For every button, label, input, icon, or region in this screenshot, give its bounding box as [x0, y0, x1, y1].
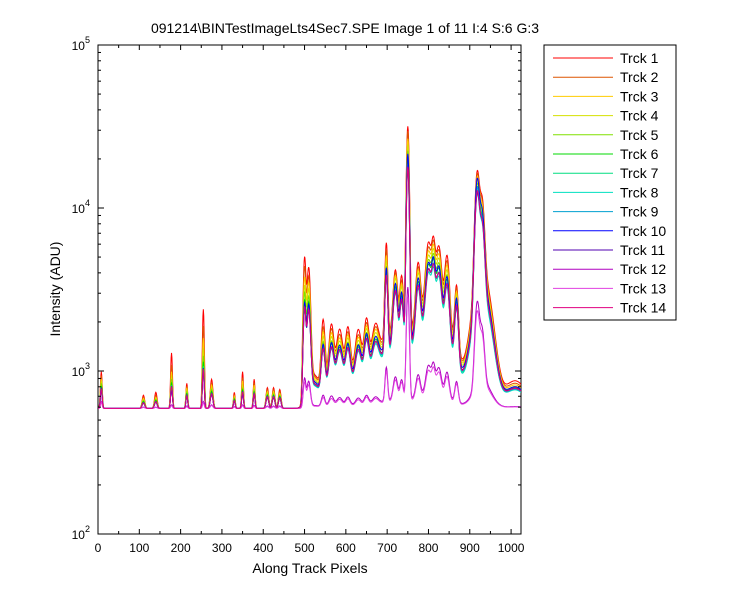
axes: 0 100 200 300 400 500 600 700 800 900 1000 102 103 10…: [72, 35, 525, 555]
legend-entry: Trck 14: [553, 300, 666, 316]
legend-label: Trck 1: [620, 50, 659, 66]
x-tick-label: 1000: [498, 541, 525, 555]
legend-box: [543, 44, 677, 321]
x-tick-label: 900: [460, 541, 480, 555]
chart-title: 091214\BINTestImageLts4Sec7.SPE Image 1 …: [151, 20, 539, 36]
series-layer: [98, 126, 521, 409]
legend-label: Trck 11: [620, 242, 665, 258]
y-tick-label: 102: [72, 524, 90, 542]
legend: Trck 1 Trck 2 Trck 3 Trck 4 Trck 5 Trck 6 Trck…: [543, 44, 677, 321]
y-axis-label: Intensity (ADU): [47, 242, 63, 337]
legend-entry: Trck 7: [553, 165, 659, 181]
legend-entry: Trck 1: [553, 50, 659, 66]
x-tick-label: 600: [336, 541, 356, 555]
legend-entry: Trck 6: [553, 146, 659, 162]
x-tick-label: 100: [129, 541, 149, 555]
legend-entry: Trck 13: [553, 280, 666, 296]
legend-label: Trck 8: [620, 184, 659, 200]
legend-entry: Trck 10: [553, 223, 666, 239]
legend-entry: Trck 4: [553, 108, 659, 124]
series-line-14: [98, 166, 521, 409]
legend-label: Trck 4: [620, 108, 659, 124]
x-tick-label: 700: [377, 541, 397, 555]
legend-entry: Trck 5: [553, 127, 659, 143]
legend-label: Trck 6: [620, 146, 659, 162]
legend-label: Trck 10: [620, 223, 666, 239]
legend-label: Trck 9: [620, 204, 659, 220]
legend-entry: Trck 8: [553, 184, 659, 200]
x-tick-label: 500: [295, 541, 315, 555]
legend-label: Trck 2: [620, 69, 659, 85]
legend-entry: Trck 2: [553, 69, 659, 85]
legend-label: Trck 5: [620, 127, 659, 143]
x-axis-label: Along Track Pixels: [252, 560, 367, 576]
x-tick-label: 400: [253, 541, 273, 555]
legend-label: Trck 14: [620, 300, 666, 316]
legend-entry: Trck 3: [553, 88, 659, 104]
legend-label: Trck 13: [620, 280, 666, 296]
y-tick-label: 105: [72, 35, 90, 53]
legend-entry: Trck 9: [553, 204, 659, 220]
y-tick-label: 103: [72, 361, 90, 379]
legend-entries: Trck 1 Trck 2 Trck 3 Trck 4 Trck 5 Trck 6 Trck…: [553, 50, 666, 316]
x-tick-label: 300: [212, 541, 232, 555]
legend-entry: Trck 11: [553, 242, 665, 258]
y-tick-label: 104: [72, 198, 90, 216]
x-tick-label: 800: [418, 541, 438, 555]
x-tick-label: 200: [171, 541, 191, 555]
legend-entry: Trck 12: [553, 261, 666, 277]
legend-label: Trck 12: [620, 261, 666, 277]
legend-label: Trck 7: [620, 165, 659, 181]
legend-label: Trck 3: [620, 88, 659, 104]
x-tick-label: 0: [95, 541, 102, 555]
